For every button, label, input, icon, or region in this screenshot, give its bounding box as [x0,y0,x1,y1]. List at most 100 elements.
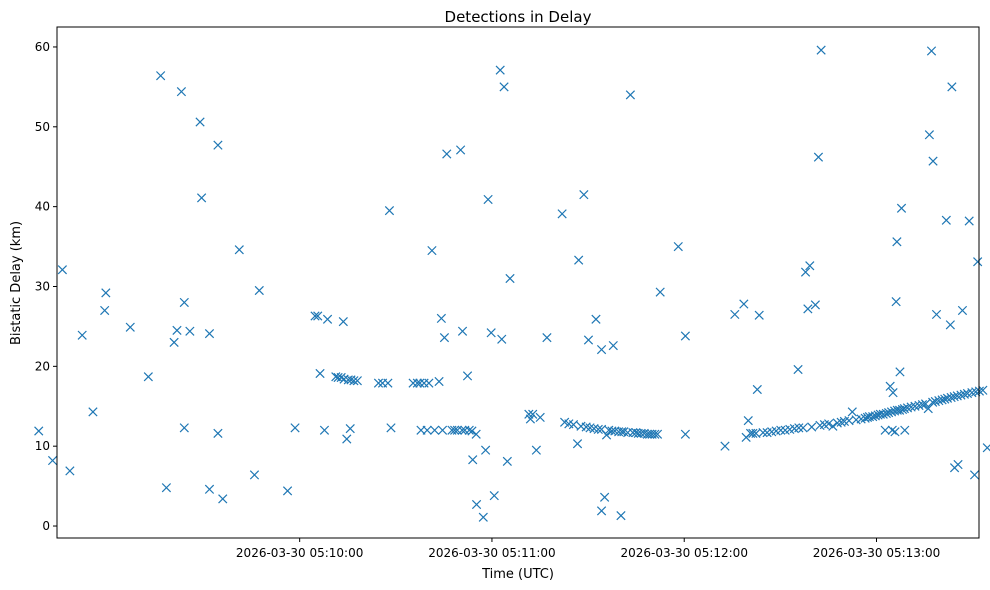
data-point [906,402,916,412]
data-point [531,445,541,455]
plot-frame [56,26,980,539]
data-point [596,344,607,355]
x-tick-label: 2026-03-30 05:10:00 [236,546,363,560]
data-point [495,65,505,75]
data-point [424,378,434,388]
data-point [101,288,111,298]
data-point [384,206,395,216]
data-point [125,322,135,332]
data-point [315,368,325,379]
data-point [920,399,931,409]
data-point [528,409,538,419]
data-point [805,261,815,271]
data-point [497,334,507,344]
data-point [218,494,228,504]
data-point [419,378,429,388]
data-point [810,300,820,310]
data-point [319,425,330,435]
data-point [442,149,452,159]
data-point [249,470,260,480]
data-point [161,483,172,493]
data-point [793,364,803,375]
data-point [798,423,808,433]
data-point [213,428,223,439]
data-point [926,46,937,56]
data-point [525,414,536,424]
data-point [467,426,477,436]
data-point [886,407,897,417]
data-point [608,340,618,351]
data-point [680,331,691,341]
data-point [885,381,895,391]
y-tick-label: 50 [35,120,50,134]
data-point [931,309,942,320]
data-point [934,396,944,406]
data-point [204,484,215,494]
data-point [176,87,187,97]
data-point [408,378,418,388]
data-point [957,305,968,316]
data-point [427,245,437,256]
y-axis: 0 10 20 30 40 50 60 [35,40,57,533]
data-point [422,425,432,435]
data-point [917,400,928,410]
data-point [322,314,333,324]
data-point [313,311,323,321]
y-tick-label: 40 [35,200,50,214]
data-point [499,82,509,92]
data-point [601,430,612,440]
data-point [457,425,467,435]
data-point [895,367,905,377]
y-tick-label: 60 [35,40,50,54]
data-point [887,425,897,435]
data-point [464,425,474,435]
data-point [923,404,933,414]
data-point [568,419,579,430]
y-tick-label: 10 [35,439,50,453]
data-point [616,511,626,521]
data-point [900,425,910,435]
data-point [982,443,990,453]
data-point [794,423,804,433]
data-point [673,241,683,252]
data-point [890,427,900,437]
data-point [254,285,264,296]
data-point [730,309,740,320]
data-point [752,384,762,395]
data-point [349,376,359,386]
data-point [386,423,396,433]
data-point [462,371,473,381]
data-point [489,491,499,501]
x-tick-label: 2026-03-30 05:11:00 [428,546,555,560]
data-point [342,434,352,444]
chart-title: Detections in Delay [445,8,592,26]
data-point [468,455,478,465]
data-point [870,411,880,421]
data-point [813,152,824,162]
data-point [169,337,179,348]
data-point [758,427,768,438]
data-point [655,287,665,297]
data-point [195,117,205,127]
data-point [967,388,977,398]
data-point [65,466,75,476]
data-point [824,419,834,429]
data-point [650,429,660,439]
data-point [471,499,482,510]
data-point [310,311,320,321]
data-point [505,273,515,284]
data-point [945,320,955,330]
data-point [897,404,908,415]
data-point [807,422,817,432]
data-point [471,429,481,439]
data-point [333,372,343,383]
data-point [47,455,58,466]
x-axis: 2026-03-30 05:10:00 2026-03-30 05:11:00 20… [236,538,940,560]
data-point [593,424,603,435]
data-point [185,326,195,336]
data-point [947,82,957,92]
data-point [964,216,974,226]
data-point [172,325,182,336]
data-point [502,456,512,466]
